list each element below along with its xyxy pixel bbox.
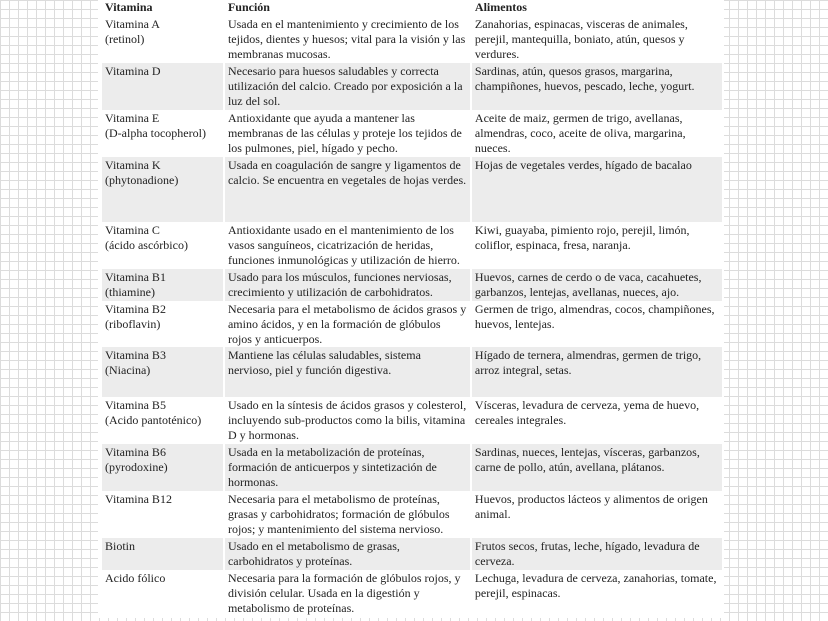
cell-vitamina: Vitamina B5 (Acido pantoténico) <box>102 397 223 444</box>
cell-funcion: Necesaria para la formación de glóbulos … <box>227 571 461 615</box>
cell-vitamina: Vitamina D <box>102 63 223 110</box>
header-vitamina: Vitamina <box>105 0 153 14</box>
cell-funcion: Mantiene las células saludables, sistema… <box>224 347 470 397</box>
vitamin-chemical-name: (Niacina) <box>105 363 151 377</box>
vitamin-name: Vitamina B3 <box>105 348 166 362</box>
table-row: Vitamina B12 Necesaria para el metabolism… <box>102 491 722 538</box>
vitamin-chemical-name: (riboflavin) <box>105 317 161 331</box>
cell-vitamina: Vitamina B12 <box>102 491 223 538</box>
cell-alimentos: Frutos secos, frutas, leche, hígado, lev… <box>471 538 722 570</box>
cell-funcion: Usado en la síntesis de ácidos grasos y … <box>227 398 467 442</box>
cell-funcion: Necesaria para el metabolismo de proteín… <box>227 492 450 536</box>
table-row: Biotin Usado en el metabolismo de grasas,… <box>102 538 722 570</box>
cell-alimentos: Kiwi, guayaba, pimiento rojo, perejil, l… <box>474 223 690 252</box>
cell-alimentos: Hígado de ternera, almendras, germen de … <box>471 347 722 397</box>
table-row: Vitamina D Necesario para huesos saludabl… <box>102 63 722 110</box>
vitamin-name: Vitamina C <box>105 223 160 237</box>
table-row: Acido fólico Necesaria para la formación … <box>102 570 722 616</box>
vitamin-chemical-name: (retinol) <box>105 32 145 46</box>
vitamin-name: Biotin <box>105 539 136 553</box>
cell-alimentos: Huevos, productos lácteos y alimentos de… <box>474 492 708 521</box>
header-funcion: Función <box>227 0 270 14</box>
vitamin-chemical-name: (phytonadione) <box>105 173 179 187</box>
table-header-row: Vitamina Función Alimentos <box>102 0 722 16</box>
cell-funcion: Usado para los músculos, funciones nervi… <box>224 269 470 301</box>
vitamin-chemical-name: (D-alpha tocopherol) <box>105 126 206 140</box>
cell-vitamina: Vitamina E (D-alpha tocopherol) <box>102 110 223 157</box>
cell-alimentos: Vísceras, levadura de cerveza, yema de h… <box>474 398 700 427</box>
cell-funcion: Necesario para huesos saludables y corre… <box>224 63 470 110</box>
table-row: Vitamina E (D-alpha tocopherol) Antioxidan… <box>102 110 722 157</box>
vitamin-name: Vitamina E <box>105 111 160 125</box>
cell-funcion: Usada en coagulación de sangre y ligamen… <box>224 157 470 222</box>
cell-vitamina: Vitamina B1 (thiamine) <box>102 269 223 301</box>
table-row: Vitamina B2 (riboflavin) Necesaria para el… <box>102 301 722 347</box>
vitamin-name: Vitamina D <box>105 64 161 78</box>
vitamin-name: Vitamina B5 <box>105 398 166 412</box>
vitamin-name: Vitamina K <box>105 158 161 172</box>
vitamins-table: Vitamina Función Alimentos Vitamina A (re… <box>100 0 724 616</box>
cell-alimentos: Zanahorias, espinacas, visceras de anima… <box>474 17 688 61</box>
vitamin-chemical-name: (ácido ascórbico) <box>105 238 188 252</box>
vitamin-name: Vitamina A <box>105 17 160 31</box>
vitamin-chemical-name: (pyrodoxine) <box>105 460 168 474</box>
cell-vitamina: Vitamina K (phytonadione) <box>102 157 223 222</box>
cell-vitamina: Vitamina B3 (Niacina) <box>102 347 223 397</box>
cell-funcion: Usado en el metabolismo de grasas, carbo… <box>224 538 470 570</box>
cell-vitamina: Vitamina C (ácido ascórbico) <box>102 222 223 269</box>
vitamin-name: Vitamina B2 <box>105 302 166 316</box>
cell-vitamina: Vitamina B6 (pyrodoxine) <box>102 444 223 491</box>
vitamin-name: Vitamina B1 <box>105 270 166 284</box>
document-page: Vitamina Función Alimentos Vitamina A (re… <box>98 0 724 618</box>
cell-funcion: Usada en la metabolización de proteínas,… <box>224 444 470 491</box>
table-row: Vitamina C (ácido ascórbico) Antioxidante … <box>102 222 722 269</box>
table-row: Vitamina A (retinol) Usada en el mantenimi… <box>102 16 722 63</box>
table-row: Vitamina B5 (Acido pantoténico) Usado en l… <box>102 397 722 444</box>
cell-vitamina: Vitamina A (retinol) <box>102 16 223 63</box>
cell-alimentos: Aceite de maiz, germen de trigo, avellan… <box>474 111 686 155</box>
cell-alimentos: Germen de trigo, almendras, cocos, champ… <box>474 302 715 331</box>
cell-vitamina: Acido fólico <box>102 570 223 616</box>
vitamin-chemical-name: (Acido pantoténico) <box>105 413 202 427</box>
cell-funcion: Antioxidante que ayuda a mantener las me… <box>227 111 462 155</box>
table-row: Vitamina K (phytonadione) Usada en coagula… <box>102 157 722 222</box>
cell-alimentos: Huevos, carnes de cerdo o de vaca, cacah… <box>471 269 722 301</box>
table-row: Vitamina B6 (pyrodoxine) Usada en la metab… <box>102 444 722 491</box>
cell-alimentos: Hojas de vegetales verdes, hígado de bac… <box>471 157 722 222</box>
table-row: Vitamina B3 (Niacina) Mantiene las células… <box>102 347 722 397</box>
cell-alimentos: Lechuga, levadura de cerveza, zanahorias… <box>474 571 717 600</box>
cell-funcion: Necesaria para el metabolismo de ácidos … <box>227 302 467 346</box>
header-alimentos: Alimentos <box>474 0 527 14</box>
cell-funcion: Usada en el mantenimiento y crecimiento … <box>227 17 466 61</box>
cell-funcion: Antioxidante usado en el mantenimiento d… <box>227 223 460 267</box>
vitamin-name: Vitamina B6 <box>105 445 166 459</box>
cell-vitamina: Vitamina B2 (riboflavin) <box>102 301 223 347</box>
vitamin-chemical-name: (thiamine) <box>105 285 155 299</box>
cell-alimentos: Sardinas, nueces, lentejas, vísceras, ga… <box>471 444 722 491</box>
table-row: Vitamina B1 (thiamine) Usado para los músc… <box>102 269 722 301</box>
vitamin-name: Vitamina B12 <box>105 492 172 506</box>
vitamin-name: Acido fólico <box>105 571 166 585</box>
cell-vitamina: Biotin <box>102 538 223 570</box>
cell-alimentos: Sardinas, atún, quesos grasos, margarina… <box>471 63 722 110</box>
